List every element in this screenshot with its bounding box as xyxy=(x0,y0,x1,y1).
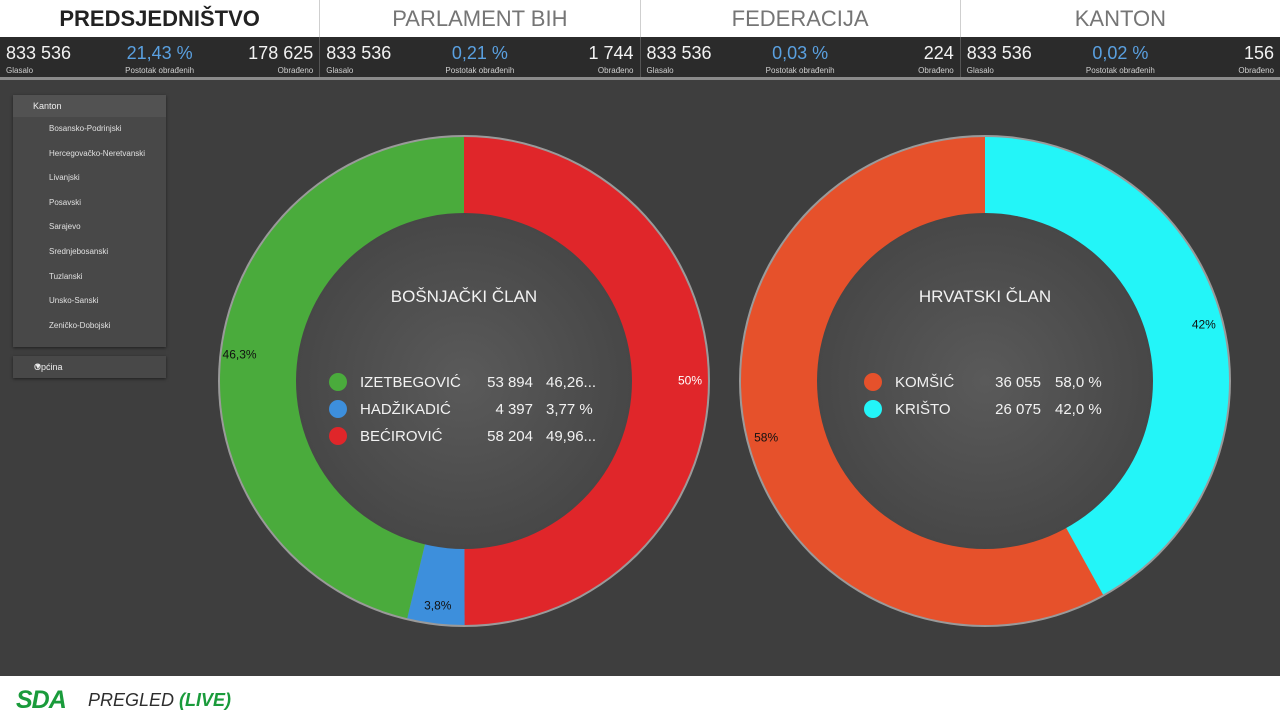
kanton-item-tuzlanski[interactable]: Tuzlanski xyxy=(49,271,83,281)
legend-percent: 46,26... xyxy=(546,374,597,391)
opcina-dropdown[interactable]: Općina ▼ xyxy=(13,356,166,378)
legend-dot-icon xyxy=(864,400,882,418)
glasalo-label: Glasalo xyxy=(966,66,994,75)
legend-row-bećirović[interactable]: BEĆIROVIĆ 58 204 49,96... xyxy=(329,426,629,448)
tab-predsjednistvo[interactable]: PREDSJEDNIŠTVO xyxy=(0,0,321,37)
postotak-value: 0,02 % xyxy=(1092,43,1149,63)
postotak-label: Postotak obrađenih xyxy=(1085,66,1155,75)
legend-dot-icon xyxy=(329,400,347,418)
stats-bar: 833 536 21,43 % 178 625 Glasalo Postotak… xyxy=(0,37,1280,80)
postotak-label: Postotak obrađenih xyxy=(125,66,195,75)
footer-title: PREGLED (LIVE) xyxy=(88,690,231,711)
slice-label-bećirović: 50% xyxy=(678,374,702,388)
obradjeno-label: Obrađeno xyxy=(597,66,634,75)
glasalo-label: Glasalo xyxy=(326,66,354,75)
sda-logo: SDA xyxy=(16,686,67,714)
legend-name: HADŽIKADIĆ xyxy=(360,401,451,418)
legend-percent: 58,0 % xyxy=(1055,374,1102,391)
legend-dot-icon xyxy=(864,373,882,391)
footer-title-text: PREGLED xyxy=(88,690,175,710)
stat-kanton: 833 536 0,02 % 156 Glasalo Postotak obra… xyxy=(961,37,1280,77)
caret-down-icon: ▼ xyxy=(34,362,42,371)
footer: SDA PREGLED (LIVE) xyxy=(0,676,1280,722)
kanton-filter-header[interactable]: Kanton xyxy=(13,95,166,117)
postotak-label: Postotak obrađenih xyxy=(765,66,835,75)
stat-parlament: 833 536 0,21 % 1 744 Glasalo Postotak ob… xyxy=(320,37,641,77)
live-badge: (LIVE) xyxy=(179,690,232,710)
glasalo-label: Glasalo xyxy=(6,66,34,75)
kanton-item-zenicko-dobojski[interactable]: Zeničko-Dobojski xyxy=(49,320,111,330)
tab-kanton[interactable]: KANTON xyxy=(1074,5,1167,31)
legend-dot-icon xyxy=(329,373,347,391)
postotak-value: 0,03 % xyxy=(772,43,829,63)
kanton-item-posavski[interactable]: Posavski xyxy=(49,197,82,207)
legend-percent: 49,96... xyxy=(546,428,597,445)
legend-value: 4 397 xyxy=(495,401,533,418)
obradjeno-label: Obrađeno xyxy=(1238,66,1274,75)
slice-label-krišto: 42% xyxy=(1192,318,1216,332)
tab-federacija[interactable]: FEDERACIJA xyxy=(641,0,961,37)
stat-federacija: 833 536 0,03 % 224 Glasalo Postotak obra… xyxy=(641,37,961,77)
legend-row-komšić[interactable]: KOMŠIĆ 36 055 58,0 % xyxy=(864,372,1164,394)
postotak-value: 0,21 % xyxy=(451,43,508,63)
kanton-item-livanjski[interactable]: Livanjski xyxy=(49,173,80,183)
tab-parlament-bih[interactable]: PARLAMENT BIH xyxy=(320,0,641,37)
legend-value: 26 075 xyxy=(995,401,1041,418)
slice-label-komšić: 58% xyxy=(754,430,778,444)
legend-value: 36 055 xyxy=(995,374,1041,391)
chart-hrvatski-hole xyxy=(817,213,1153,549)
glasalo-value: 833 536 xyxy=(966,43,1032,63)
slice-label-hadžikadić: 3,8% xyxy=(424,598,452,612)
legend-name: KOMŠIĆ xyxy=(895,374,955,391)
obradjeno-value: 156 xyxy=(1243,43,1274,63)
legend-percent: 42,0 % xyxy=(1055,401,1102,418)
chart-title-bosnjacki: BOŠNJAČKI ČLAN xyxy=(390,287,538,306)
legend-value: 53 894 xyxy=(487,374,533,391)
glasalo-label: Glasalo xyxy=(646,66,674,75)
legend-row-krišto[interactable]: KRIŠTO 26 075 42,0 % xyxy=(864,399,1164,421)
obradjeno-value: 1 744 xyxy=(588,43,634,63)
legend-row-izetbegović[interactable]: IZETBEGOVIĆ 53 894 46,26... xyxy=(329,372,629,394)
obradjeno-label: Obrađeno xyxy=(918,66,954,75)
kanton-item-sarajevo[interactable]: Sarajevo xyxy=(49,222,81,232)
glasalo-value: 833 536 xyxy=(6,43,72,63)
legend-dot-icon xyxy=(329,427,347,445)
obradjeno-label: Obrađeno xyxy=(277,66,314,75)
legend-name: BEĆIROVIĆ xyxy=(360,428,443,445)
kanton-filter: Kanton Bosansko-Podrinjski Hercegovačko-… xyxy=(13,95,166,347)
chart-bosnjacki-hole xyxy=(296,213,632,549)
chart-title-hrvatski: HRVATSKI ČLAN xyxy=(918,287,1052,306)
opcina-label: Općina xyxy=(34,362,63,372)
kanton-item-bosansko-podrinjski[interactable]: Bosansko-Podrinjski xyxy=(49,124,122,133)
glasalo-value: 833 536 xyxy=(646,43,712,63)
kanton-item-hercegovacko-neretvanski[interactable]: Hercegovačko-Neretvanski xyxy=(49,148,146,158)
legend-percent: 3,77 % xyxy=(546,401,593,418)
stat-predsjednistvo: 833 536 21,43 % 178 625 Glasalo Postotak… xyxy=(0,37,321,77)
kanton-item-srednjebosanski[interactable]: Srednjebosanski xyxy=(49,246,109,256)
obradjeno-value: 178 625 xyxy=(248,43,314,63)
kanton-item-unsko-sanski[interactable]: Unsko-Sanski xyxy=(49,296,99,306)
glasalo-value: 833 536 xyxy=(326,43,392,63)
slice-label-izetbegović: 46,3% xyxy=(223,348,257,362)
legend-name: KRIŠTO xyxy=(895,401,951,418)
legend-name: IZETBEGOVIĆ xyxy=(360,374,461,391)
tab-bar: PREDSJEDNIŠTVO PARLAMENT BIH FEDERACIJA … xyxy=(0,0,1280,37)
postotak-value: 21,43 % xyxy=(126,43,193,63)
postotak-label: Postotak obrađenih xyxy=(445,66,515,75)
legend-row-hadžikadić[interactable]: HADŽIKADIĆ 4 397 3,77 % xyxy=(329,399,629,421)
legend-value: 58 204 xyxy=(487,428,533,445)
obradjeno-value: 224 xyxy=(923,43,954,63)
